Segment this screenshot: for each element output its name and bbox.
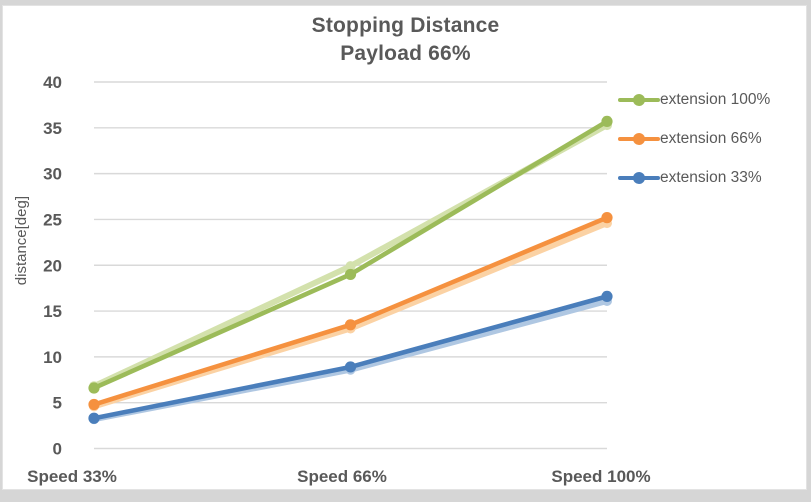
legend-label: extension 66% (660, 130, 762, 147)
data-point-extension-33-1 (344, 361, 357, 373)
legend-item-extension-100: extension 100% (618, 88, 770, 112)
x-category-label: Speed 100% (551, 467, 650, 486)
legend-marker-icon (618, 133, 660, 145)
legend-item-extension-33: extension 33% (618, 166, 762, 190)
y-tick-label-25: 25 (43, 210, 62, 229)
data-point-extension-66-2 (601, 212, 613, 224)
data-point-extension-66-1 (344, 319, 357, 331)
y-tick-label-30: 30 (43, 165, 62, 184)
legend-label: extension 33% (660, 169, 762, 186)
legend-item-extension-66: extension 66% (618, 127, 762, 151)
y-tick-label-15: 15 (43, 302, 62, 321)
data-point-extension-100-1 (344, 268, 357, 281)
data-point-extension-66-0 (88, 398, 100, 411)
halo-point (345, 261, 356, 272)
y-tick-label-10: 10 (43, 348, 62, 367)
y-tick-label-20: 20 (43, 256, 62, 275)
y-tick-label-0: 0 (53, 440, 62, 459)
legend-marker-icon (618, 94, 660, 106)
chart-title-line2: Payload 66% (340, 42, 471, 65)
x-category-label: Speed 33% (27, 467, 117, 486)
y-tick-label-5: 5 (53, 394, 62, 413)
chart-title-line1: Stopping Distance (311, 14, 500, 37)
data-point-extension-33-0 (88, 412, 100, 424)
y-tick-label-40: 40 (43, 73, 62, 92)
legend-marker-icon (618, 172, 660, 184)
legend-label: extension 100% (660, 91, 771, 108)
data-point-extension-33-2 (601, 290, 613, 303)
y-tick-label-35: 35 (43, 119, 62, 138)
data-point-extension-100-0 (88, 382, 100, 394)
chart-title: Stopping Distance Payload 66% (0, 12, 811, 68)
data-point-extension-100-2 (601, 115, 613, 127)
x-category-label: Speed 66% (297, 467, 387, 486)
